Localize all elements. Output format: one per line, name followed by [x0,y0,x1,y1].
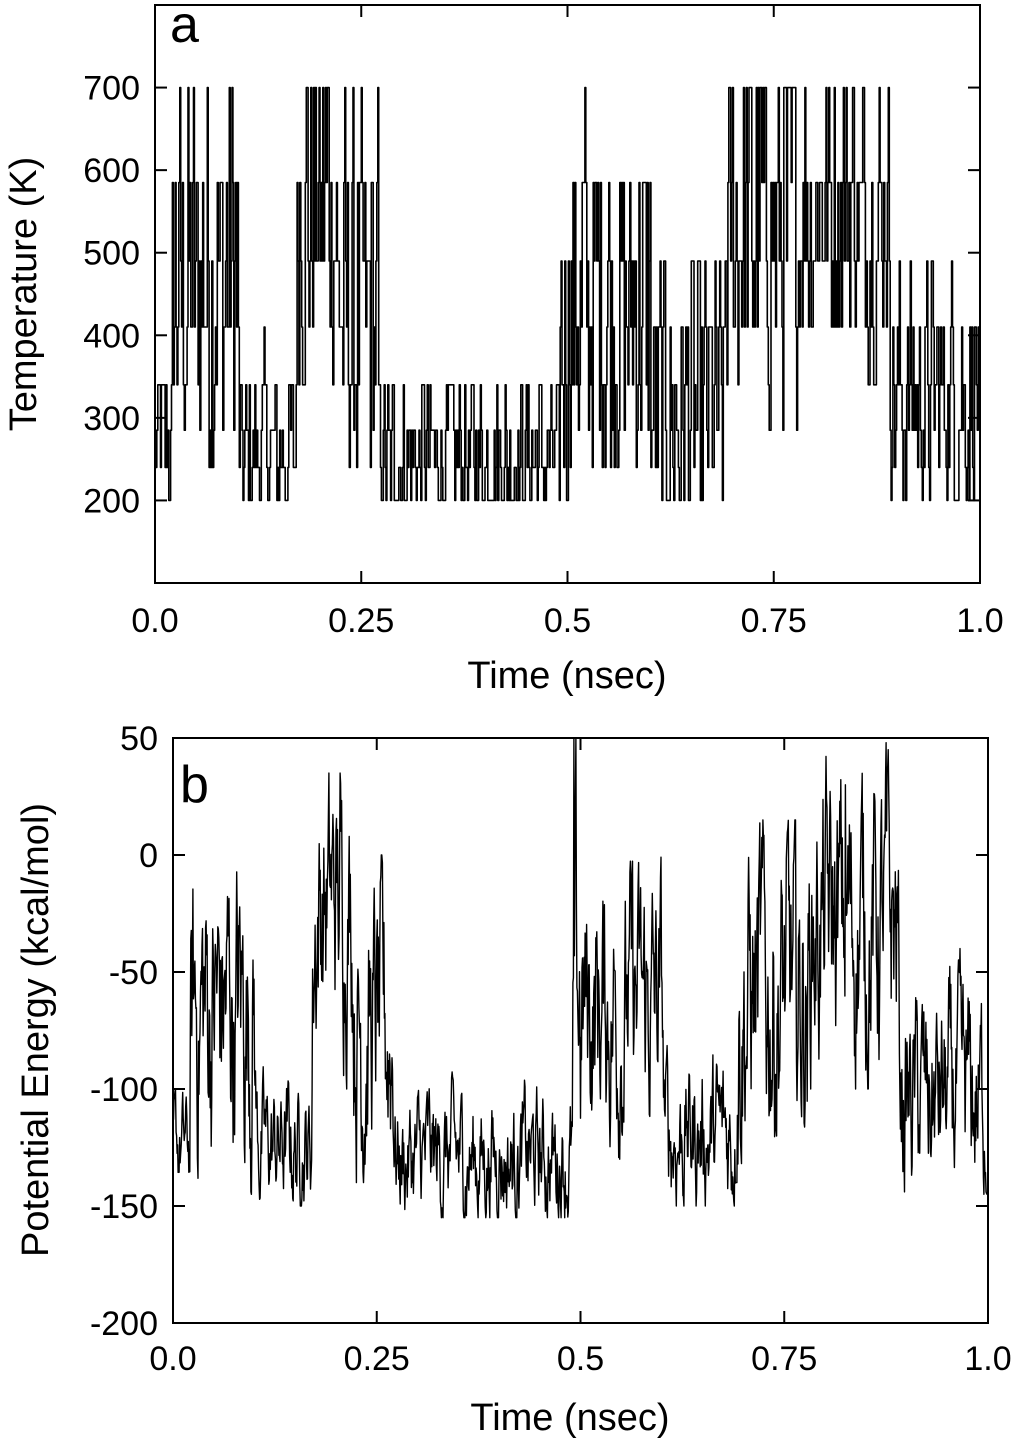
x-ticks: 0.0 0.25 0.5 0.75 1.0 [131,5,1004,640]
y-axis-title: Temperature (K) [3,157,45,432]
panel-label: b [180,756,209,814]
x-tick-label: 0.25 [344,1340,410,1378]
x-tick-label: 1.0 [964,1340,1011,1378]
series-line [155,86,981,502]
x-axis-title: Time (nsec) [467,655,666,697]
y-tick-label: -50 [109,954,158,992]
x-tick-label: 0.5 [557,1340,604,1378]
x-tick-label: 0.5 [544,602,591,640]
panel-a: a 200 300 400 500 600 700 0.0 0.25 0.5 0.75 1.0 T… [3,0,1004,697]
temperature-series [155,86,981,502]
x-tick-label: 0.75 [751,1340,817,1378]
y-tick-label: 300 [83,400,140,438]
x-ticks: 0.0 0.25 0.5 0.75 1.0 [149,738,1012,1378]
x-tick-label: 0.25 [328,602,394,640]
y-tick-label: 600 [83,152,140,190]
x-tick-label: 0.75 [741,602,807,640]
x-tick-label: 0.0 [149,1340,196,1378]
panel-b: b 50 0 -50 -100 -150 -200 0.0 0.25 0.5 0.75 1.0 T… [15,720,1012,1439]
x-tick-label: 1.0 [956,602,1003,640]
series-line [172,737,989,1219]
y-tick-label: 0 [139,837,158,875]
y-tick-label: 50 [120,720,158,758]
y-ticks: 50 0 -50 -100 -150 -200 [90,720,988,1343]
y-axis-title: Potential Energy (kcal/mol) [15,803,57,1257]
y-tick-label: 700 [83,70,140,108]
y-tick-label: -200 [90,1305,158,1343]
y-ticks: 200 300 400 500 600 700 [83,70,980,520]
y-tick-label: 400 [83,317,140,355]
y-tick-label: 500 [83,235,140,273]
y-tick-label: -150 [90,1188,158,1226]
panel-label: a [170,0,199,54]
y-tick-label: 200 [83,482,140,520]
y-tick-label: -100 [90,1071,158,1109]
x-tick-label: 0.0 [131,602,178,640]
potential-energy-series [172,737,989,1219]
x-axis-title: Time (nsec) [470,1397,669,1439]
